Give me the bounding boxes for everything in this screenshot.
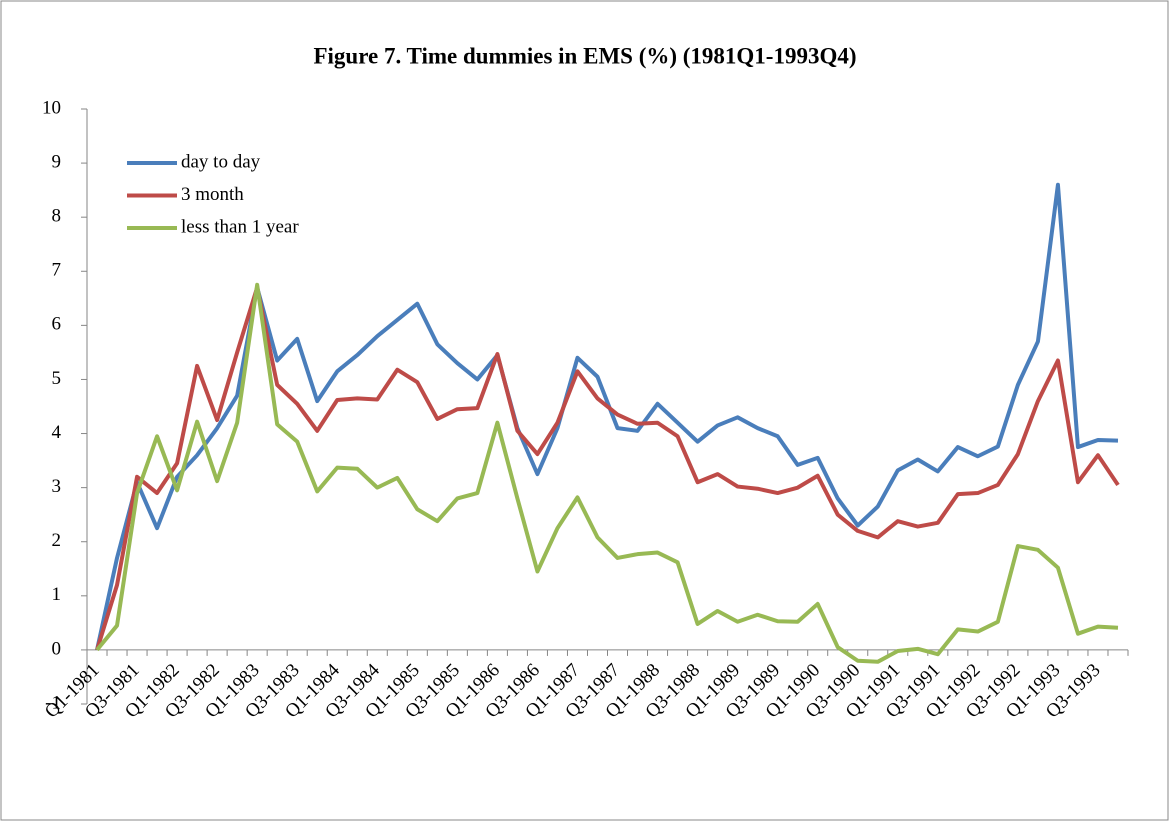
legend-label: day to day xyxy=(181,151,261,172)
y-tick-label: -1 xyxy=(45,692,61,713)
y-tick-label: 8 xyxy=(52,206,62,227)
y-tick-label: 0 xyxy=(52,638,62,659)
y-tick-label: 3 xyxy=(52,476,62,497)
y-tick-label: 7 xyxy=(52,260,62,281)
legend-label: 3 month xyxy=(181,184,244,205)
series-line xyxy=(95,282,1119,664)
y-tick-label: 6 xyxy=(52,314,62,335)
series-line xyxy=(95,182,1119,651)
y-tick-label: 10 xyxy=(42,97,61,118)
y-tick-label: 9 xyxy=(52,151,62,172)
chart-title: Figure 7. Time dummies in EMS (%) (1981Q… xyxy=(313,43,856,68)
series-line xyxy=(95,285,1120,651)
y-tick-label: 4 xyxy=(52,422,62,443)
y-tick-label: 1 xyxy=(52,584,62,605)
y-tick-label: 5 xyxy=(52,368,62,389)
legend-label: less than 1 year xyxy=(181,216,299,237)
y-tick-label: 2 xyxy=(52,530,62,551)
